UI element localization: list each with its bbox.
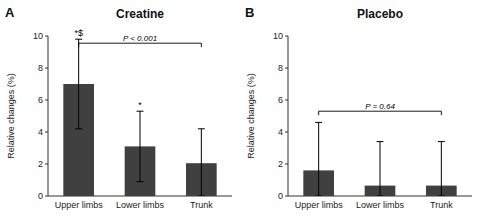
x-tick-label: Trunk (430, 200, 453, 210)
y-tick (285, 164, 288, 165)
error-bar (315, 122, 322, 196)
x-tick-label: Upper limbs (295, 200, 344, 210)
y-tick-label: 6 (278, 95, 283, 105)
y-tick (285, 36, 288, 37)
error-bar (198, 129, 205, 196)
y-tick (45, 196, 48, 197)
y-tick (45, 132, 48, 133)
y-tick (45, 36, 48, 37)
error-cap (438, 196, 445, 197)
error-cap (137, 181, 144, 182)
error-cap (377, 141, 384, 142)
bracket-line (319, 111, 442, 115)
y-axis (48, 36, 49, 196)
y-axis-label: Relative changes (%) (6, 73, 16, 159)
x-tick-label: Lower limbs (116, 200, 165, 210)
error-cap (75, 39, 82, 40)
y-axis-label: Relative changes (%) (246, 73, 256, 159)
y-tick-label: 2 (278, 159, 283, 169)
y-tick (285, 68, 288, 69)
bracket (79, 43, 202, 47)
annotation: *$ (74, 28, 83, 38)
y-tick-label: 0 (278, 191, 283, 201)
error-cap (198, 128, 205, 129)
error-bar (438, 142, 445, 196)
error-line (78, 39, 79, 129)
error-cap (75, 128, 82, 129)
y-tick (45, 164, 48, 165)
error-line (140, 111, 141, 181)
error-cap (438, 141, 445, 142)
error-cap (315, 122, 322, 123)
error-cap (137, 111, 144, 112)
y-tick-label: 0 (38, 191, 43, 201)
plot-area (63, 39, 216, 196)
y-tick-label: 2 (38, 159, 43, 169)
y-tick-label: 8 (38, 63, 43, 73)
panel-label: A (5, 5, 15, 20)
figure: 0 2 4 6 8 10 Upper limbs Lower limbs Trunk P < 0.… (0, 0, 480, 217)
y-tick-label: 10 (33, 31, 43, 41)
title: Creatine (116, 7, 164, 21)
bracket-line (79, 43, 202, 47)
plot-area (303, 122, 456, 196)
y-tick (285, 100, 288, 101)
bracket (319, 111, 442, 115)
y-tick-label: 10 (273, 31, 283, 41)
error-line (380, 142, 381, 196)
title: Placebo (357, 7, 403, 21)
x-axis (288, 196, 472, 197)
annotation: * (138, 100, 142, 110)
error-line (201, 129, 202, 196)
y-tick (285, 132, 288, 133)
panel-label: B (245, 5, 254, 20)
y-tick-label: 6 (38, 95, 43, 105)
error-bar (137, 111, 144, 181)
panel: 0 2 4 6 8 10 Upper limbs Lower limbs Trunk P < 0.… (5, 5, 232, 210)
error-cap (315, 196, 322, 197)
x-tick-label: Upper limbs (55, 200, 104, 210)
bracket-label: P < 0.001 (123, 34, 157, 43)
error-bar (377, 142, 384, 196)
bracket-label: P = 0.64 (365, 102, 395, 111)
x-tick-label: Trunk (190, 200, 213, 210)
y-tick (285, 196, 288, 197)
error-cap (377, 196, 384, 197)
y-tick-label: 4 (278, 127, 283, 137)
error-bar (75, 39, 82, 129)
panel: 0 2 4 6 8 10 Upper limbs Lower limbs Trunk P = 0.… (245, 5, 472, 210)
y-tick (45, 100, 48, 101)
y-tick-label: 8 (278, 63, 283, 73)
y-axis (288, 36, 289, 196)
error-line (318, 122, 319, 196)
y-tick-label: 4 (38, 127, 43, 137)
error-line (441, 142, 442, 196)
y-tick (45, 68, 48, 69)
x-tick-label: Lower limbs (356, 200, 405, 210)
error-cap (198, 196, 205, 197)
